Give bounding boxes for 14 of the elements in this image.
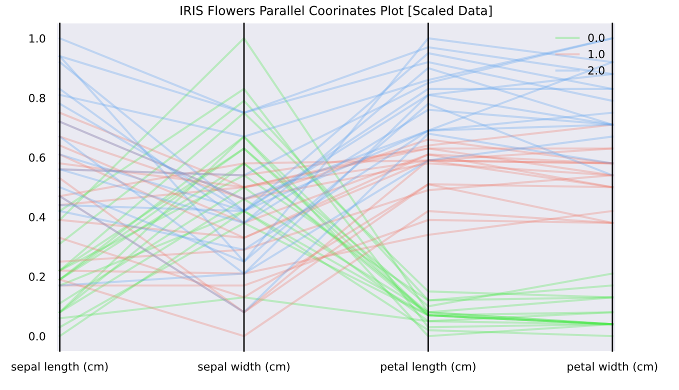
y-tick-label: 0.2 [28,272,45,281]
x-tick-label: sepal length (cm) [12,362,108,373]
y-tick-label: 1.0 [29,34,46,43]
chart-title: IRIS Flowers Parallel Coorinates Plot [Scaled Data] [180,6,492,17]
y-tick-label: 0.4 [28,212,46,222]
x-tick-label: petal length (cm) [381,362,476,373]
legend-label: 0.0 [588,34,604,42]
y-tick-label: 0.0 [28,332,46,340]
x-tick-label: petal width (cm) [568,362,658,373]
legend-label: 2.0 [588,66,604,75]
y-tick-label: 0.8 [28,94,46,102]
y-tick-label: 0.6 [28,153,46,162]
legend-label: 1.0 [588,50,604,58]
x-tick-label: sepal width (cm) [198,362,290,373]
